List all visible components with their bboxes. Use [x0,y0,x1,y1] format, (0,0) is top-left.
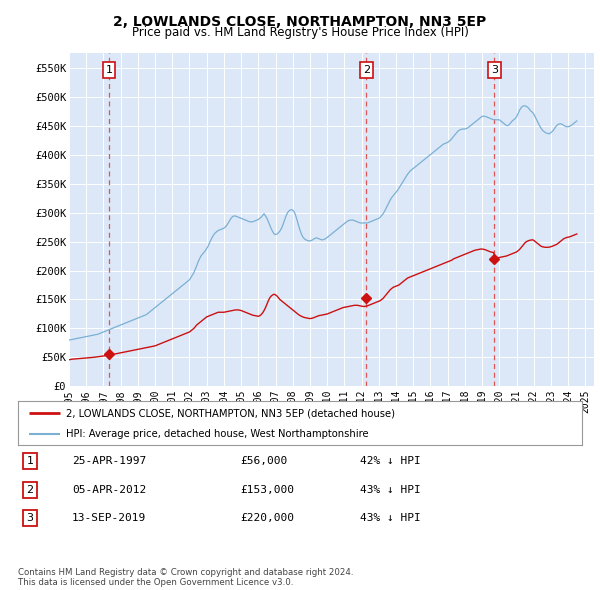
Text: 2: 2 [26,485,34,494]
Text: 2, LOWLANDS CLOSE, NORTHAMPTON, NN3 5EP (detached house): 2, LOWLANDS CLOSE, NORTHAMPTON, NN3 5EP … [66,408,395,418]
Text: 2: 2 [363,65,370,75]
Text: 25-APR-1997: 25-APR-1997 [72,457,146,466]
Text: 05-APR-2012: 05-APR-2012 [72,485,146,494]
Text: 1: 1 [106,65,112,75]
Text: 13-SEP-2019: 13-SEP-2019 [72,513,146,523]
Text: 42% ↓ HPI: 42% ↓ HPI [360,457,421,466]
Text: Price paid vs. HM Land Registry's House Price Index (HPI): Price paid vs. HM Land Registry's House … [131,26,469,39]
Text: 3: 3 [26,513,34,523]
Text: 1: 1 [26,457,34,466]
Text: £220,000: £220,000 [240,513,294,523]
Text: 3: 3 [491,65,498,75]
Text: HPI: Average price, detached house, West Northamptonshire: HPI: Average price, detached house, West… [66,428,368,438]
Text: 43% ↓ HPI: 43% ↓ HPI [360,513,421,523]
Text: Contains HM Land Registry data © Crown copyright and database right 2024.
This d: Contains HM Land Registry data © Crown c… [18,568,353,587]
Text: £56,000: £56,000 [240,457,287,466]
Text: 2, LOWLANDS CLOSE, NORTHAMPTON, NN3 5EP: 2, LOWLANDS CLOSE, NORTHAMPTON, NN3 5EP [113,15,487,29]
Text: 43% ↓ HPI: 43% ↓ HPI [360,485,421,494]
Text: £153,000: £153,000 [240,485,294,494]
